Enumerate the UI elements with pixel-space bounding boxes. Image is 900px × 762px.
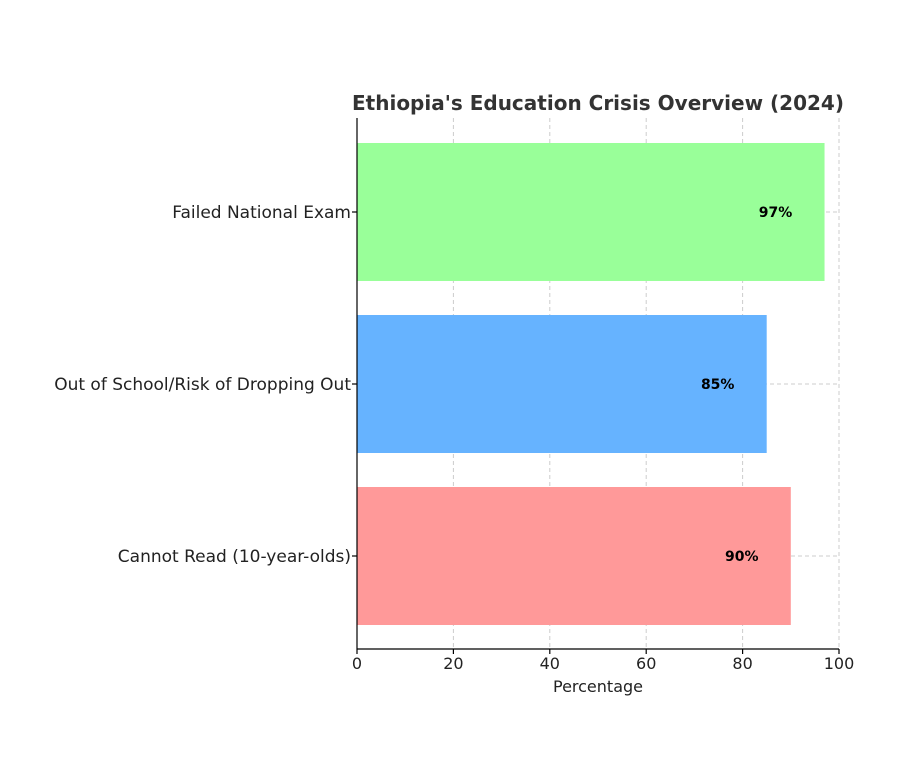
x-tick-label: 40	[540, 654, 560, 673]
category-label: Cannot Read (10-year-olds)	[118, 547, 351, 567]
data-labels: 97% 85% 90%	[701, 205, 792, 565]
x-tick-label: 20	[443, 654, 463, 673]
data-label: 97%	[759, 205, 793, 221]
category-label: Failed National Exam	[172, 203, 351, 223]
data-label: 90%	[725, 549, 759, 565]
bar	[357, 143, 825, 281]
data-label: 85%	[701, 377, 735, 393]
x-axis-ticks: 0 20 40 60 80 100	[352, 649, 854, 673]
chart-title: Ethiopia's Education Crisis Overview (20…	[352, 91, 844, 115]
bar	[357, 487, 791, 625]
x-tick-label: 0	[352, 654, 362, 673]
x-axis-label: Percentage	[553, 677, 643, 696]
x-tick-label: 80	[732, 654, 752, 673]
bar	[357, 315, 767, 453]
category-label: Out of School/Risk of Dropping Out	[54, 375, 351, 395]
x-tick-label: 60	[636, 654, 656, 673]
category-labels: Failed National Exam Out of School/Risk o…	[54, 203, 357, 567]
bars	[357, 143, 825, 625]
x-tick-label: 100	[824, 654, 855, 673]
